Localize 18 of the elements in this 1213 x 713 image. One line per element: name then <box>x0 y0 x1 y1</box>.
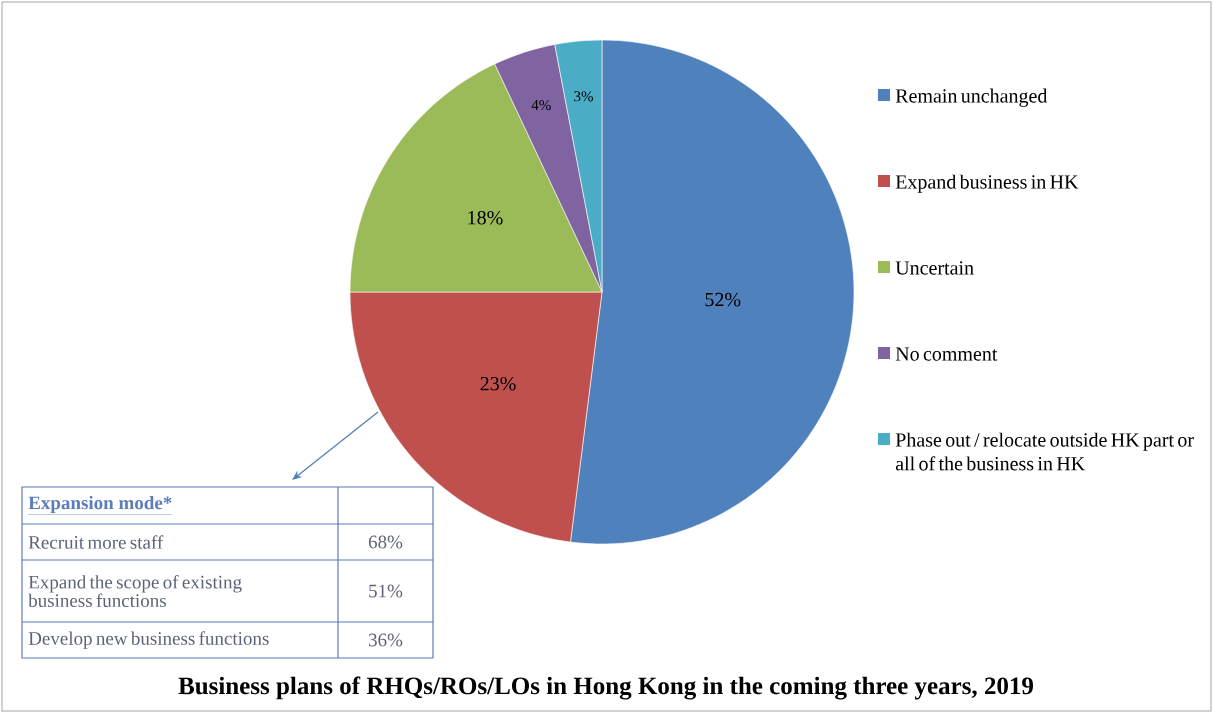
text: Expansion mode* <box>28 495 172 514</box>
data-label: 4% <box>531 99 551 111</box>
data-label: 36% <box>369 633 403 647</box>
data-label: 23% <box>480 376 516 391</box>
category-label: Develop new business functions <box>28 631 269 649</box>
data-label: 3% <box>574 91 593 102</box>
data-label: 18% <box>468 210 503 225</box>
legend-label: Expand business in HK <box>895 174 1079 193</box>
category-label: Expand the scope of existing business functions <box>28 574 242 608</box>
legend-label: Phase out / relocate outside HK part or all of the business in HK <box>895 432 1194 471</box>
legend-label: Uncertain <box>895 261 974 275</box>
data-label: 52% <box>705 292 741 307</box>
text: Business plans of RHQs/ROs/LOs in Hong Kong in the coming three years, 2019 <box>178 676 1034 700</box>
category-label: Recruit more staff <box>28 535 164 549</box>
data-label: 68% <box>368 535 403 549</box>
data-label: 51% <box>369 584 403 598</box>
legend-label: Remain unchanged <box>895 88 1048 107</box>
legend-label: No comment <box>895 347 998 361</box>
